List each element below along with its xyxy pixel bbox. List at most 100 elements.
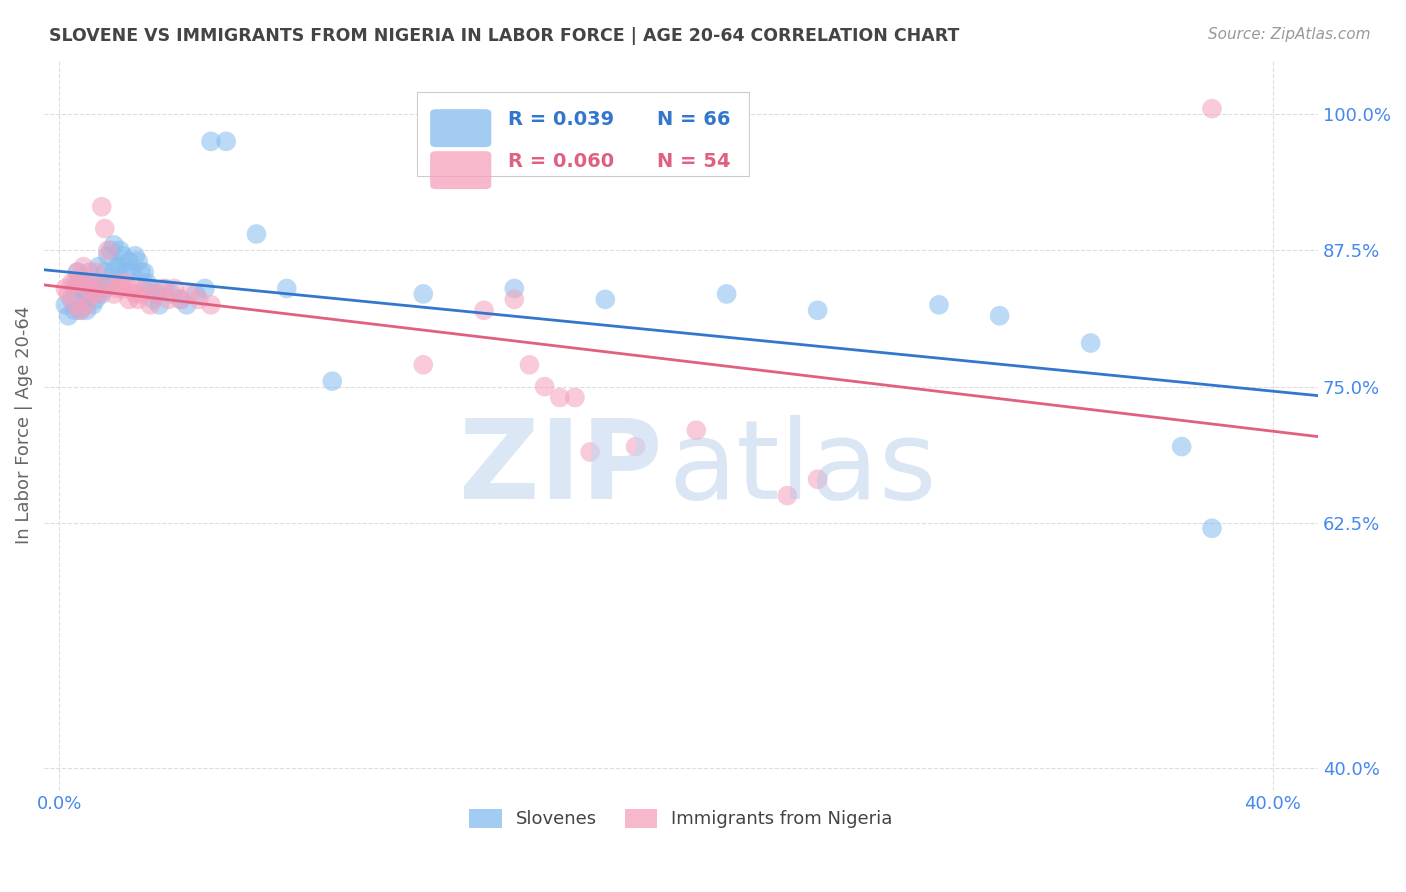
Point (564, 391, 586, 405)
Point (127, 293, 149, 307)
FancyBboxPatch shape (430, 151, 491, 189)
Point (145, 287, 167, 301)
Point (94, 221, 117, 235)
Point (87, 260, 110, 274)
Point (807, 472, 830, 486)
Point (200, 134, 222, 148)
Point (72, 260, 94, 274)
Point (503, 281, 526, 295)
Point (624, 440, 647, 454)
Point (1201, 102, 1223, 116)
Point (79, 276, 101, 290)
Point (76, 303, 98, 318)
Point (928, 298, 950, 312)
Point (548, 391, 571, 405)
Point (988, 309, 1011, 323)
Point (108, 276, 131, 290)
Point (807, 303, 830, 318)
Point (105, 260, 128, 274)
Point (776, 489, 799, 503)
Point (84, 293, 107, 307)
Text: R = 0.060: R = 0.060 (508, 153, 614, 171)
Point (194, 281, 217, 295)
Point (60, 276, 83, 290)
Point (124, 249, 146, 263)
Point (72, 276, 94, 290)
Point (79, 265, 101, 279)
Point (103, 287, 125, 301)
Point (121, 281, 143, 295)
Point (139, 281, 162, 295)
Point (276, 281, 298, 295)
Point (94, 265, 117, 279)
Point (129, 287, 152, 301)
Point (111, 249, 134, 263)
Point (105, 281, 128, 295)
Point (69, 276, 91, 290)
Point (53, 281, 76, 295)
Point (76, 281, 98, 295)
Point (87, 281, 110, 295)
Point (58, 309, 80, 323)
Point (321, 374, 343, 388)
Point (157, 293, 180, 307)
Y-axis label: In Labor Force | Age 20-64: In Labor Force | Age 20-64 (15, 306, 32, 544)
Point (69, 303, 91, 318)
Point (129, 265, 152, 279)
FancyBboxPatch shape (418, 93, 748, 177)
Point (63, 303, 86, 318)
Text: N = 66: N = 66 (657, 111, 731, 129)
Point (134, 281, 156, 295)
Point (176, 298, 198, 312)
Point (63, 281, 86, 295)
Point (1170, 440, 1192, 454)
Point (82, 281, 104, 295)
Point (519, 358, 541, 372)
Point (69, 303, 91, 318)
Point (169, 293, 191, 307)
Point (412, 287, 434, 301)
Point (79, 287, 101, 301)
Point (82, 298, 104, 312)
Point (127, 254, 149, 268)
Point (60, 293, 83, 307)
Point (134, 265, 156, 279)
Point (84, 276, 107, 290)
Point (472, 303, 495, 318)
Point (63, 276, 86, 290)
Legend: Slovenes, Immigrants from Nigeria: Slovenes, Immigrants from Nigeria (463, 802, 900, 836)
Point (111, 281, 134, 295)
Point (118, 293, 141, 307)
Point (124, 287, 146, 301)
Point (103, 265, 125, 279)
Text: R = 0.039: R = 0.039 (508, 111, 614, 129)
Point (1201, 521, 1223, 535)
Point (66, 265, 89, 279)
Point (169, 293, 191, 307)
Point (58, 287, 80, 301)
Point (145, 287, 167, 301)
Text: Source: ZipAtlas.com: Source: ZipAtlas.com (1208, 27, 1371, 42)
Point (97, 276, 120, 290)
Point (148, 298, 170, 312)
Point (108, 244, 131, 258)
Point (108, 260, 131, 274)
Point (245, 227, 267, 241)
Point (184, 287, 207, 301)
Point (187, 293, 209, 307)
Point (90, 287, 112, 301)
Point (87, 281, 110, 295)
Point (160, 287, 183, 301)
Text: ZIP: ZIP (458, 415, 662, 522)
Point (76, 298, 98, 312)
Point (90, 200, 112, 214)
Text: atlas: atlas (668, 415, 936, 522)
Point (66, 265, 89, 279)
Point (121, 265, 143, 279)
Point (155, 281, 177, 295)
Point (152, 281, 174, 295)
Point (200, 298, 222, 312)
FancyBboxPatch shape (430, 109, 491, 147)
Point (215, 134, 238, 148)
Point (412, 358, 434, 372)
